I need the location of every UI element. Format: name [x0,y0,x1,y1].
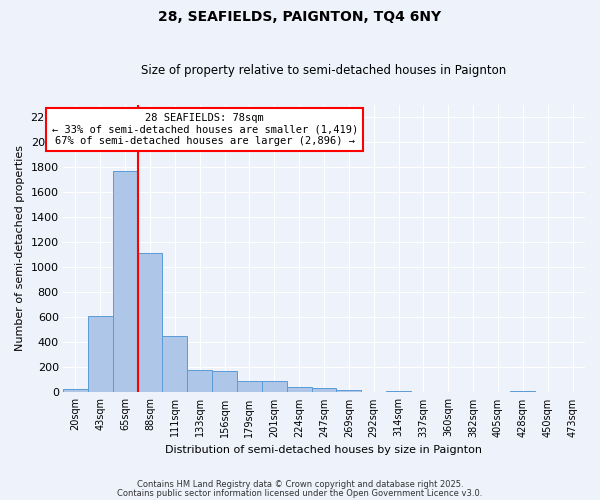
Text: 28, SEAFIELDS, PAIGNTON, TQ4 6NY: 28, SEAFIELDS, PAIGNTON, TQ4 6NY [158,10,442,24]
Bar [187,370,212,392]
Bar [337,390,361,392]
Bar [113,171,137,392]
Bar [163,336,187,392]
X-axis label: Distribution of semi-detached houses by size in Paignton: Distribution of semi-detached houses by … [166,445,482,455]
Text: 28 SEAFIELDS: 78sqm
← 33% of semi-detached houses are smaller (1,419)
67% of sem: 28 SEAFIELDS: 78sqm ← 33% of semi-detach… [52,113,358,146]
Bar [137,254,163,392]
Text: Contains public sector information licensed under the Open Government Licence v3: Contains public sector information licen… [118,489,482,498]
Title: Size of property relative to semi-detached houses in Paignton: Size of property relative to semi-detach… [142,64,506,77]
Bar [287,388,311,392]
Bar [311,388,337,392]
Bar [511,391,535,392]
Bar [212,370,237,392]
Y-axis label: Number of semi-detached properties: Number of semi-detached properties [15,146,25,352]
Bar [386,390,411,392]
Bar [63,388,88,392]
Text: Contains HM Land Registry data © Crown copyright and database right 2025.: Contains HM Land Registry data © Crown c… [137,480,463,489]
Bar [88,316,113,392]
Bar [262,381,287,392]
Bar [237,381,262,392]
